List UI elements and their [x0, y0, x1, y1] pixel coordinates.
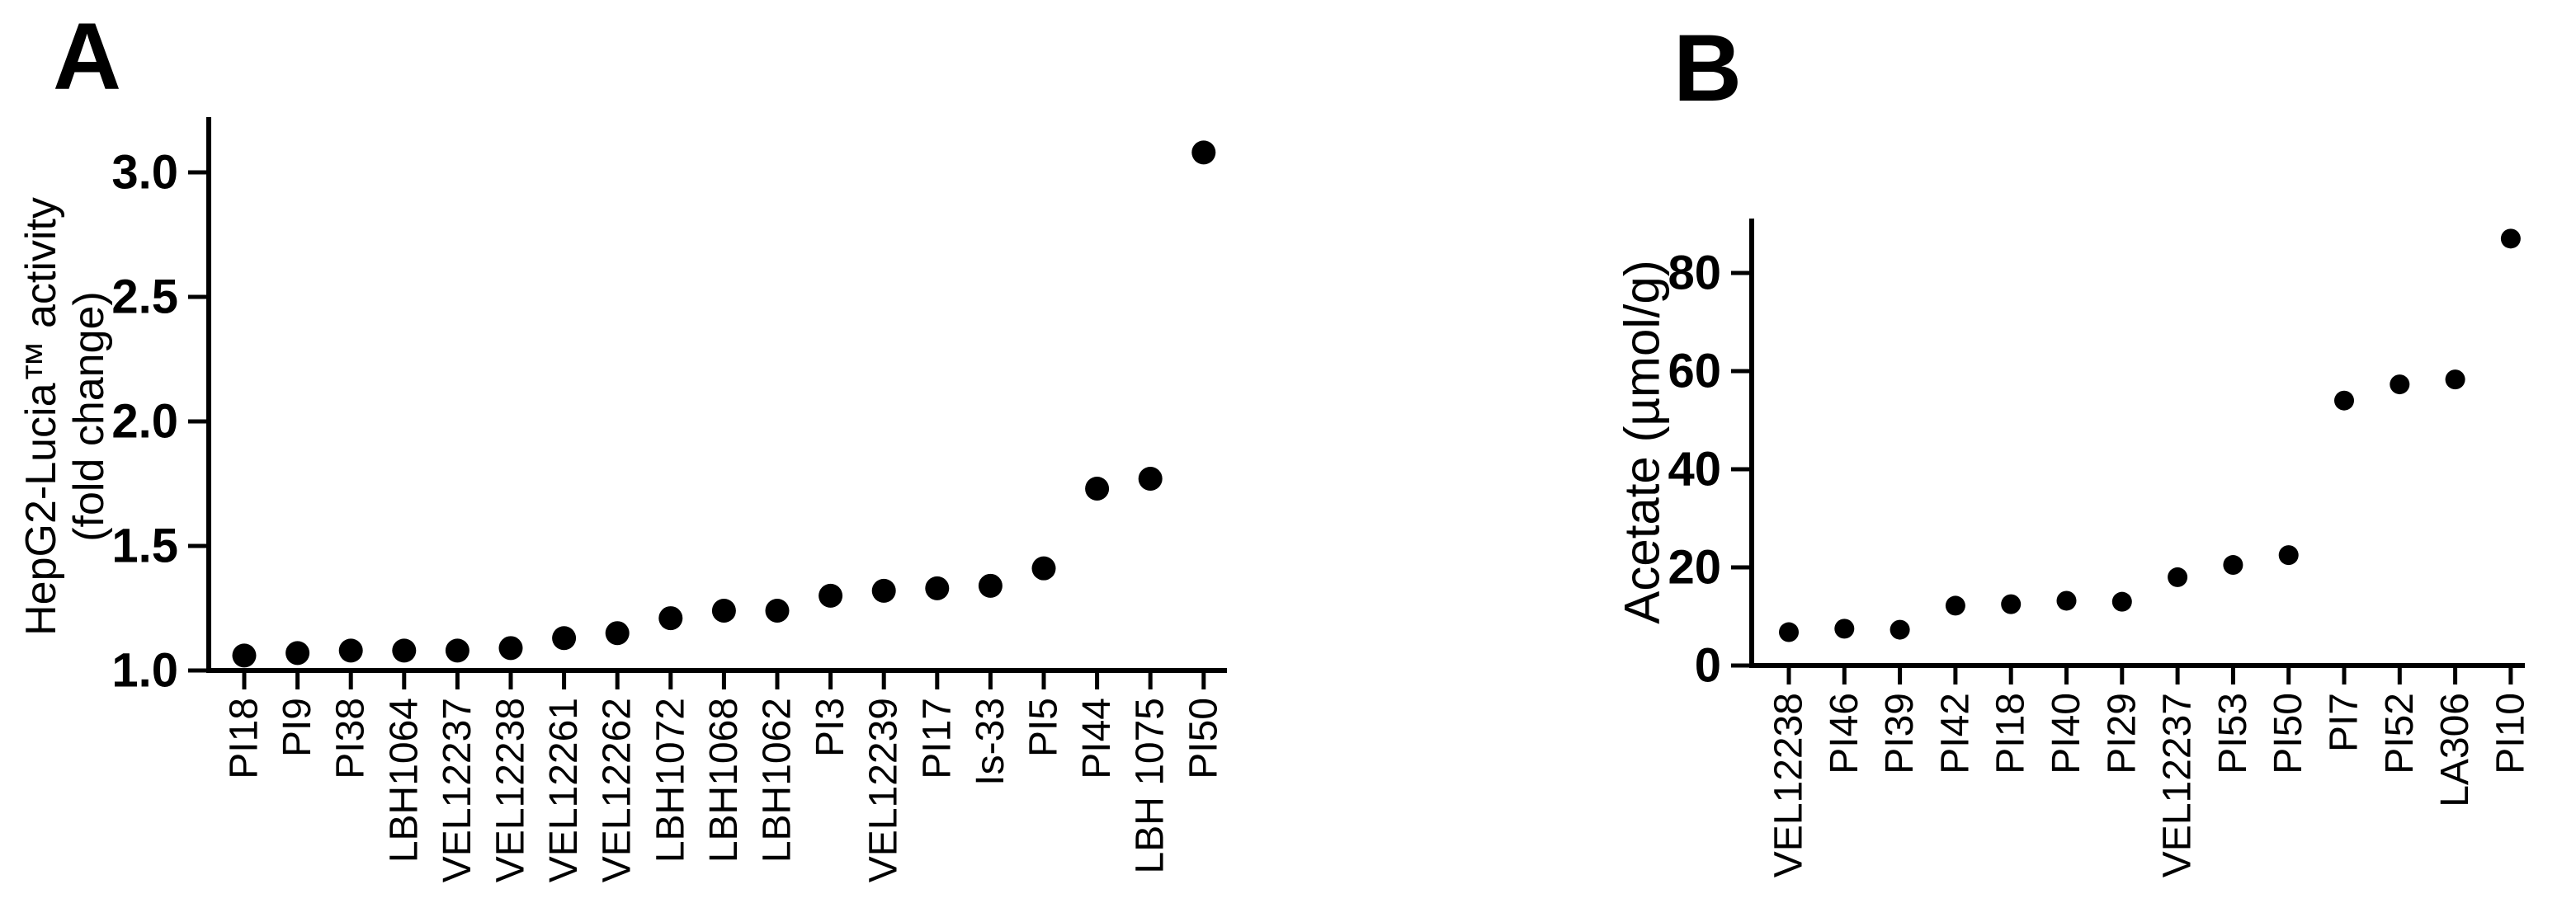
- x-category-label: PI39: [1878, 693, 1922, 774]
- x-category-label: PI10: [2489, 693, 2532, 774]
- data-point: [1191, 140, 1216, 165]
- panel-label-a: A: [53, 4, 122, 110]
- x-category-label: PI40: [2045, 693, 2088, 774]
- x-category-label: PI50: [2267, 693, 2310, 774]
- x-category-label: PI9: [276, 698, 319, 757]
- panel-label-b: B: [1673, 16, 1743, 121]
- x-category-label: PI5: [1022, 698, 1066, 757]
- x-category-label: LBH1072: [649, 698, 692, 863]
- y-tick-label: 1.5: [111, 520, 178, 573]
- x-category-label: LA306: [2433, 693, 2477, 807]
- data-point: [819, 583, 843, 608]
- y-tick-label: 20: [1668, 541, 1721, 595]
- data-point: [552, 626, 577, 651]
- data-point: [2278, 545, 2299, 566]
- data-point: [2223, 555, 2243, 576]
- x-category-label: PI18: [1989, 693, 2033, 774]
- data-point: [871, 578, 896, 603]
- x-category-label: VEL12239: [862, 698, 906, 882]
- y-axis-title: HepG2-Lucia™ activity: [17, 197, 65, 636]
- data-point: [2334, 390, 2354, 411]
- data-point: [1890, 619, 1910, 640]
- data-point: [978, 573, 1003, 598]
- data-point: [2500, 228, 2521, 249]
- data-point: [2445, 369, 2465, 390]
- data-point: [658, 606, 683, 631]
- x-category-label: PI44: [1075, 698, 1119, 779]
- data-point: [1945, 595, 1965, 616]
- y-tick-label: 80: [1668, 247, 1721, 300]
- data-point: [711, 599, 736, 623]
- data-point: [392, 638, 417, 663]
- y-tick-label: 0: [1695, 639, 1721, 693]
- x-category-label: LBH1064: [382, 698, 426, 863]
- data-point: [1834, 619, 1855, 639]
- data-point: [1779, 622, 1799, 642]
- x-category-label: PI29: [2100, 693, 2144, 774]
- x-category-label: PI3: [809, 698, 852, 757]
- data-point: [765, 599, 790, 623]
- data-point: [2056, 590, 2077, 611]
- x-category-label: LBH1062: [756, 698, 800, 863]
- x-category-label: VEL12237: [2156, 693, 2200, 877]
- x-category-label: VEL12238: [489, 698, 533, 882]
- x-category-label: PI53: [2211, 693, 2255, 774]
- x-category-label: VEL12238: [1767, 693, 1811, 877]
- y-tick-label: 2.5: [111, 270, 178, 324]
- y-tick-label: 3.0: [111, 146, 178, 200]
- data-point: [232, 643, 257, 668]
- panel-b-chart: 0 20 40 60 80 VEL12238 PI46 PI39 PI42 PI18 PI40 PI2…: [1615, 219, 2532, 877]
- data-point: [1138, 466, 1163, 491]
- y-axis-title: (fold change): [65, 291, 113, 542]
- x-category-label: VEL12237: [436, 698, 479, 882]
- x-category-label: LBH 1075: [1129, 698, 1172, 874]
- x-category-label: Is-33: [969, 698, 1012, 786]
- y-tick-label: 2.0: [111, 395, 178, 449]
- data-point: [605, 621, 630, 646]
- data-point: [285, 641, 310, 666]
- x-category-label: PI38: [329, 698, 373, 779]
- x-category-label: VEL12261: [542, 698, 586, 882]
- data-point: [1031, 556, 1056, 581]
- y-tick-label: 60: [1668, 345, 1721, 398]
- x-category-label: PI7: [2323, 693, 2366, 752]
- data-point: [2111, 591, 2132, 612]
- x-category-label: PI42: [1933, 693, 1977, 774]
- data-point: [498, 636, 523, 661]
- x-category-label: PI52: [2378, 693, 2422, 774]
- x-category-label: PI17: [915, 698, 959, 779]
- data-point: [925, 576, 950, 600]
- data-point: [2390, 374, 2410, 395]
- x-category-label: VEL12262: [596, 698, 639, 882]
- x-category-label: PI18: [223, 698, 267, 779]
- data-point: [445, 638, 469, 663]
- data-point: [2168, 567, 2188, 587]
- y-axis-title: Acetate (µmol/g): [1615, 260, 1670, 623]
- x-category-label: PI50: [1182, 698, 1225, 779]
- data-point: [2001, 594, 2022, 614]
- data-point: [1085, 477, 1110, 501]
- y-tick-label: 40: [1668, 443, 1721, 496]
- y-tick-label: 1.0: [111, 644, 178, 698]
- data-point: [338, 638, 363, 663]
- x-category-label: LBH1068: [702, 698, 746, 863]
- x-category-label: PI46: [1823, 693, 1866, 774]
